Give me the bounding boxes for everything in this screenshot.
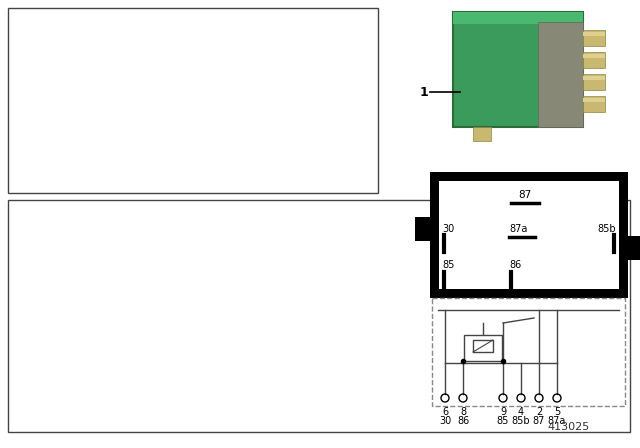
Bar	[583, 98, 605, 102]
Bar	[473, 127, 491, 141]
Text: 4: 4	[518, 407, 524, 417]
Text: 30: 30	[439, 416, 451, 426]
Bar	[583, 32, 605, 36]
Bar	[583, 54, 605, 58]
Text: 86: 86	[509, 260, 522, 270]
Bar	[583, 30, 605, 46]
Text: 1: 1	[419, 86, 428, 99]
Bar	[538, 22, 583, 127]
Text: 85b: 85b	[512, 416, 531, 426]
Text: 9: 9	[500, 407, 506, 417]
Bar	[8, 200, 630, 432]
Bar	[453, 12, 583, 127]
Text: 87a: 87a	[509, 224, 527, 234]
Text: 8: 8	[460, 407, 466, 417]
Text: 85: 85	[497, 416, 509, 426]
Bar	[583, 74, 605, 90]
Text: 30: 30	[442, 224, 454, 234]
Text: 86: 86	[457, 416, 469, 426]
Text: 413025: 413025	[548, 422, 590, 432]
Text: 85: 85	[442, 260, 454, 270]
Text: 6: 6	[442, 407, 448, 417]
Text: 5: 5	[554, 407, 560, 417]
Text: 85b: 85b	[597, 224, 616, 234]
Text: 2: 2	[536, 407, 542, 417]
Bar	[583, 52, 605, 68]
Bar	[432, 298, 625, 406]
Text: 87a: 87a	[548, 416, 566, 426]
Text: 87: 87	[518, 190, 532, 200]
Bar	[628, 236, 640, 259]
Bar	[583, 76, 605, 80]
Bar	[415, 217, 430, 241]
Bar	[430, 172, 628, 298]
Bar	[464, 335, 502, 361]
Bar	[583, 96, 605, 112]
Bar	[8, 8, 378, 193]
Bar	[453, 12, 583, 24]
Bar	[439, 181, 619, 289]
Text: 87: 87	[533, 416, 545, 426]
Bar	[473, 340, 493, 352]
